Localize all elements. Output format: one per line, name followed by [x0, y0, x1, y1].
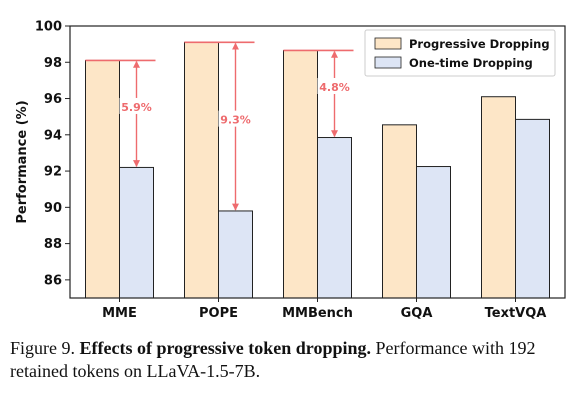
annotation-label-mmbench: 4.8%	[319, 81, 350, 94]
y-axis-label: Performance (%)	[15, 100, 30, 223]
bar-pope-one-time	[218, 210, 253, 299]
x-tick-label-gqa: GQA	[401, 306, 433, 321]
y-tick-label: 92	[44, 165, 62, 180]
legend-swatch-one-time	[374, 56, 402, 69]
caption-text: Performance with 192 retained tokens on …	[10, 338, 536, 381]
annotation-label-bg-mme	[119, 97, 154, 114]
caption-title: Effects of progressive token dropping.	[79, 338, 372, 358]
figure-caption: Figure 9. Effects of progressive token d…	[10, 337, 572, 383]
bar-textvqa-progressive	[481, 96, 516, 299]
annotation-label-pope: 9.3%	[220, 114, 251, 127]
legend-label-one-time: One-time Dropping	[409, 56, 533, 70]
bar-gqa-one-time	[416, 166, 451, 299]
legend-swatch-progressive	[374, 37, 402, 50]
annotation-label-bg-mmbench	[317, 78, 352, 94]
bar-pope-progressive	[184, 41, 219, 299]
legend-label-progressive: Progressive Dropping	[409, 37, 550, 51]
legend-box	[364, 29, 556, 77]
bar-mmbench-progressive	[283, 49, 318, 299]
x-tick-label-pope: POPE	[199, 306, 238, 321]
y-tick-label: 94	[44, 128, 62, 143]
x-tick-label-mme: MME	[102, 306, 137, 321]
y-tick-label: 100	[35, 20, 62, 35]
bar-mmbench-one-time	[317, 137, 352, 299]
bar-gqa-progressive	[382, 124, 417, 299]
y-tick-label: 86	[44, 273, 62, 288]
y-tick-label: 96	[44, 92, 62, 107]
bar-mme-one-time	[119, 166, 154, 299]
annotation-label-mme: 5.9%	[121, 101, 152, 114]
bar-chart: 5.9% 9.3% 4.8% 86 88 90 92 94 96 98 100 MME POPE MMBe…	[15, 20, 566, 321]
x-tick-label-mmbench: MMBench	[282, 306, 353, 321]
y-tick-label: 88	[44, 237, 62, 252]
bar-textvqa-one-time	[515, 118, 550, 299]
annotation-label-bg-pope	[218, 110, 253, 127]
y-tick-label: 98	[44, 56, 62, 71]
caption-label: Figure 9.	[10, 338, 75, 358]
bar-mme-progressive	[85, 59, 120, 299]
x-tick-label-textvqa: TextVQA	[485, 306, 547, 321]
y-tick-label: 90	[44, 201, 62, 216]
